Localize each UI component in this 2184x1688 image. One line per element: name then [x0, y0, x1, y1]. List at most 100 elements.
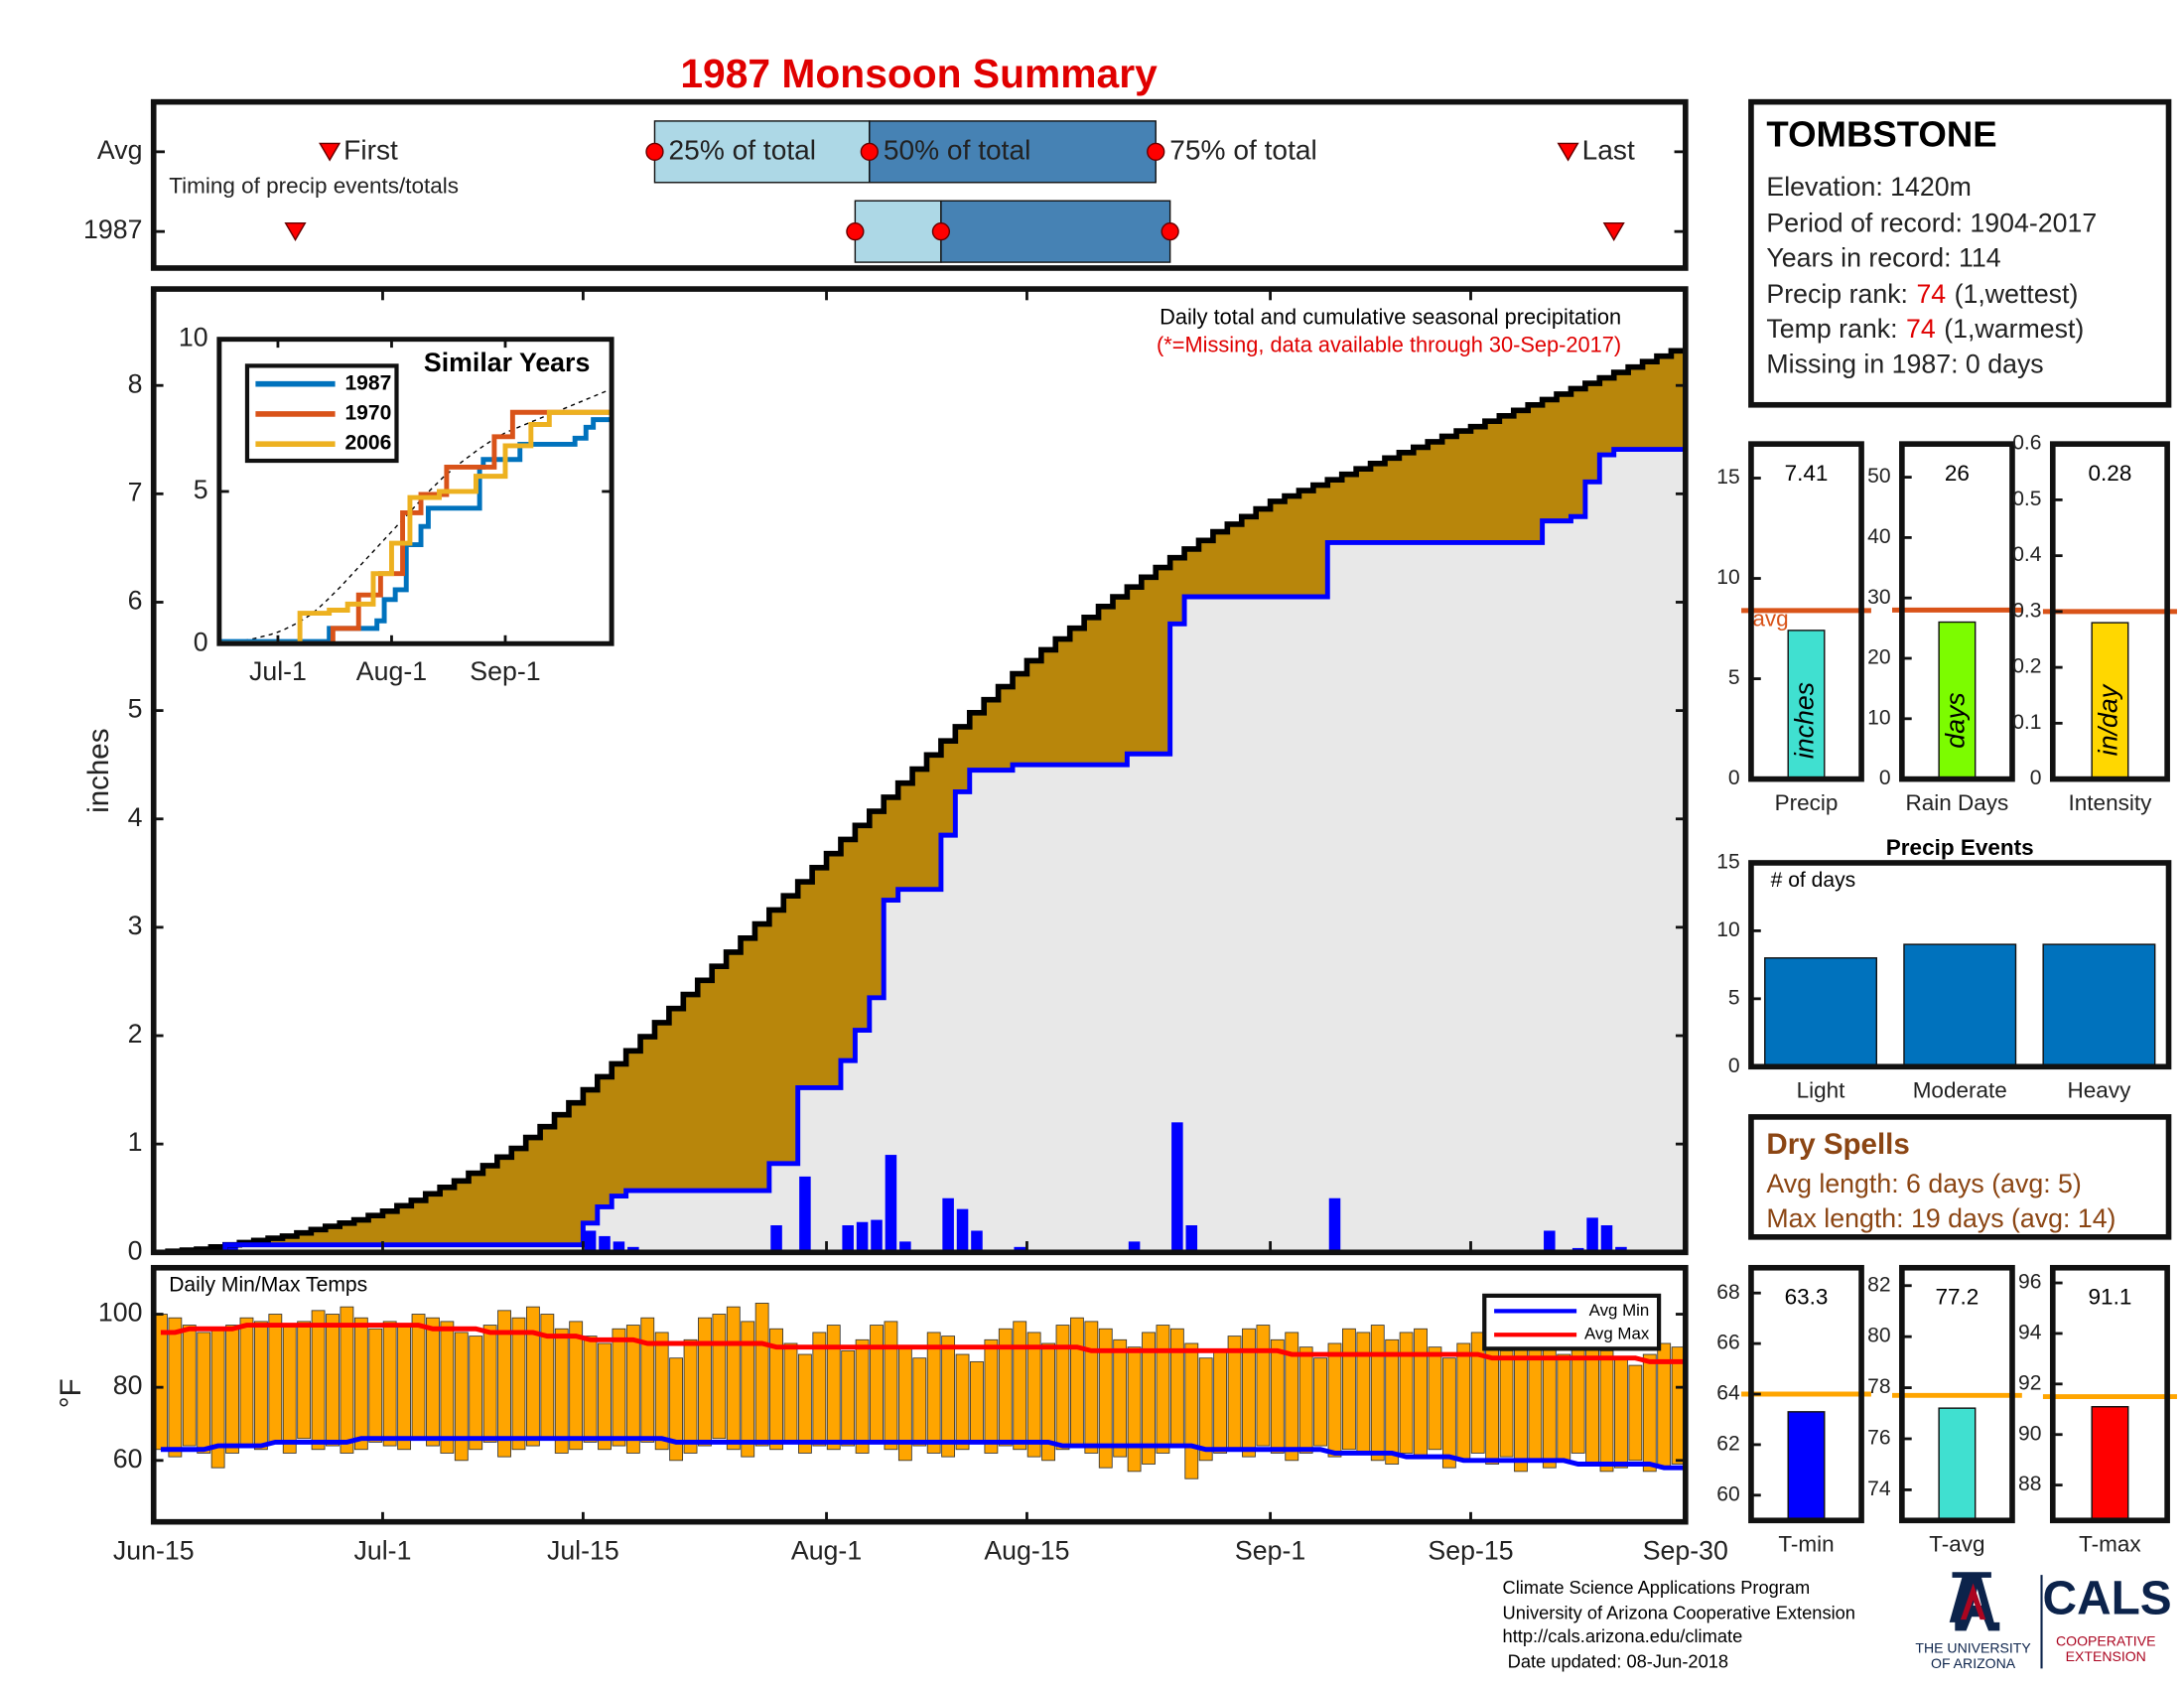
value-label: 7.41 — [1785, 461, 1829, 486]
temp-bar — [598, 1342, 612, 1451]
temp-bar — [1414, 1328, 1428, 1458]
daily-bar — [1185, 1225, 1198, 1253]
temp-bar — [1356, 1332, 1371, 1454]
temp-bar — [1055, 1325, 1070, 1451]
station-years: Years in record: 114 — [1766, 243, 2000, 273]
y-tick-label: 15 — [1716, 851, 1739, 874]
timing-label: 75% of total — [1169, 134, 1316, 165]
temp-bar — [1642, 1353, 1657, 1473]
temp-bar — [1342, 1328, 1356, 1451]
temp-bar — [970, 1360, 984, 1443]
chart-bar: T-min 63.3 60 62 64 66 68 — [1716, 1264, 1871, 1557]
temp-bar — [225, 1325, 239, 1454]
temp-bar — [282, 1325, 297, 1454]
y-tick-label: 78 — [1867, 1375, 1890, 1398]
chart-bar: T-max 91.1 88 90 92 94 96 — [2018, 1264, 2177, 1557]
temp-bar — [583, 1336, 598, 1443]
temp-bar — [741, 1321, 755, 1458]
y-tick-label: 82 — [1867, 1273, 1890, 1296]
y-tick-label: 64 — [1716, 1382, 1740, 1405]
x-tick-label: Jun-15 — [113, 1536, 195, 1566]
y-tick-label: 80 — [113, 1370, 143, 1400]
daily-bar — [971, 1230, 983, 1253]
y-tick-label: 92 — [2018, 1371, 2041, 1394]
temp-bar — [754, 1303, 769, 1447]
footer-line: Date updated: 08-Jun-2018 — [1503, 1651, 1729, 1672]
temp-bar — [998, 1328, 1013, 1447]
temp-bar — [855, 1338, 870, 1454]
bar — [1787, 630, 1826, 780]
precip-rank-label: Precip rank: — [1766, 279, 1908, 309]
temp-bar — [912, 1357, 927, 1447]
y-tick-label: 68 — [1716, 1281, 1739, 1304]
ua-logo-inner — [1960, 1583, 1986, 1620]
x-tick-label: Sep-15 — [1428, 1536, 1513, 1566]
temp-bar — [353, 1317, 368, 1451]
temp-bar — [1327, 1342, 1342, 1458]
footer-line: http://cals.arizona.edu/climate — [1503, 1625, 1743, 1646]
legend-label: 1987 — [344, 371, 391, 394]
y-tick-label: 2 — [128, 1019, 143, 1049]
temp-bar — [253, 1321, 268, 1451]
legend-box — [1482, 1293, 1662, 1351]
axes-frame — [150, 1264, 1689, 1525]
category-label: Moderate — [1913, 1078, 2007, 1103]
x-tick-label: Sep-1 — [470, 656, 540, 686]
precip-rank-value: 74 — [1916, 279, 1946, 309]
series-line — [218, 409, 613, 644]
chart-precip: 0 1 2 3 4 5 6 7 8 Daily total and cumulative seas… — [82, 286, 1689, 1265]
temp-bar — [168, 1317, 183, 1458]
y-tick-label: 10 — [1716, 566, 1739, 589]
x-tick-label: Jul-1 — [354, 1536, 412, 1566]
value-label: 63.3 — [1785, 1285, 1829, 1310]
x-tick-label: Jul-15 — [547, 1536, 619, 1566]
temp-bar — [1213, 1349, 1228, 1454]
cals-name: CALS — [2043, 1572, 2172, 1624]
x-tick-label: Sep-30 — [1643, 1536, 1728, 1566]
bar — [1764, 957, 1878, 1067]
axes-frame — [1899, 1264, 2015, 1524]
legend-label: Avg Min — [1589, 1301, 1650, 1320]
temp-bar — [340, 1306, 354, 1454]
cals-sub: EXTENSION — [2066, 1648, 2146, 1664]
event-marker — [1557, 142, 1579, 162]
temp-rank: Temp rank: 74 (1,warmest) — [1766, 314, 2084, 344]
y-tick-label: 0.4 — [2012, 543, 2042, 566]
temp-rank-value: 74 — [1906, 314, 1936, 344]
legend-label: 1970 — [344, 401, 391, 424]
axes-frame — [1899, 441, 2015, 782]
y-tick-label: 94 — [2018, 1322, 2042, 1344]
temp-bar — [1399, 1332, 1414, 1454]
y-tick-label: 74 — [1867, 1477, 1891, 1500]
y-tick-label: 6 — [128, 586, 143, 616]
row-label: 1987 — [83, 214, 142, 244]
y-tick-label: 8 — [128, 368, 143, 398]
season-line — [153, 447, 1686, 1253]
temp-bar — [669, 1357, 684, 1462]
chart-bar: Intensity 0.28 in/day 0 0.1 0.2 0.3 0.4 0.5 0.6 — [2012, 432, 2177, 815]
daily-bar — [1328, 1197, 1341, 1253]
category-label: Precip — [1775, 790, 1839, 815]
quartile-marker — [645, 142, 664, 161]
unit-label: inches — [1790, 682, 1820, 759]
y-tick-label: 62 — [1716, 1432, 1739, 1455]
timing-label: 50% of total — [884, 134, 1030, 165]
unit-label: days — [1940, 692, 1970, 748]
temp-bar — [1614, 1357, 1628, 1469]
temp-bar — [1441, 1357, 1456, 1469]
daily-bar — [599, 1235, 611, 1253]
y-tick-label: 5 — [1728, 986, 1740, 1009]
temp-bar — [469, 1336, 483, 1451]
value-label: 26 — [1945, 461, 1970, 486]
temp-bar — [783, 1342, 798, 1443]
temp-bar — [554, 1328, 569, 1454]
x-tick-label: Jul-1 — [249, 656, 307, 686]
daily-bar — [1128, 1241, 1141, 1253]
daily-bar — [871, 1219, 883, 1253]
timing-label: 25% of total — [669, 134, 816, 165]
temp-bar — [941, 1336, 956, 1458]
temp-bar — [382, 1321, 397, 1447]
daily-bar — [842, 1225, 854, 1253]
